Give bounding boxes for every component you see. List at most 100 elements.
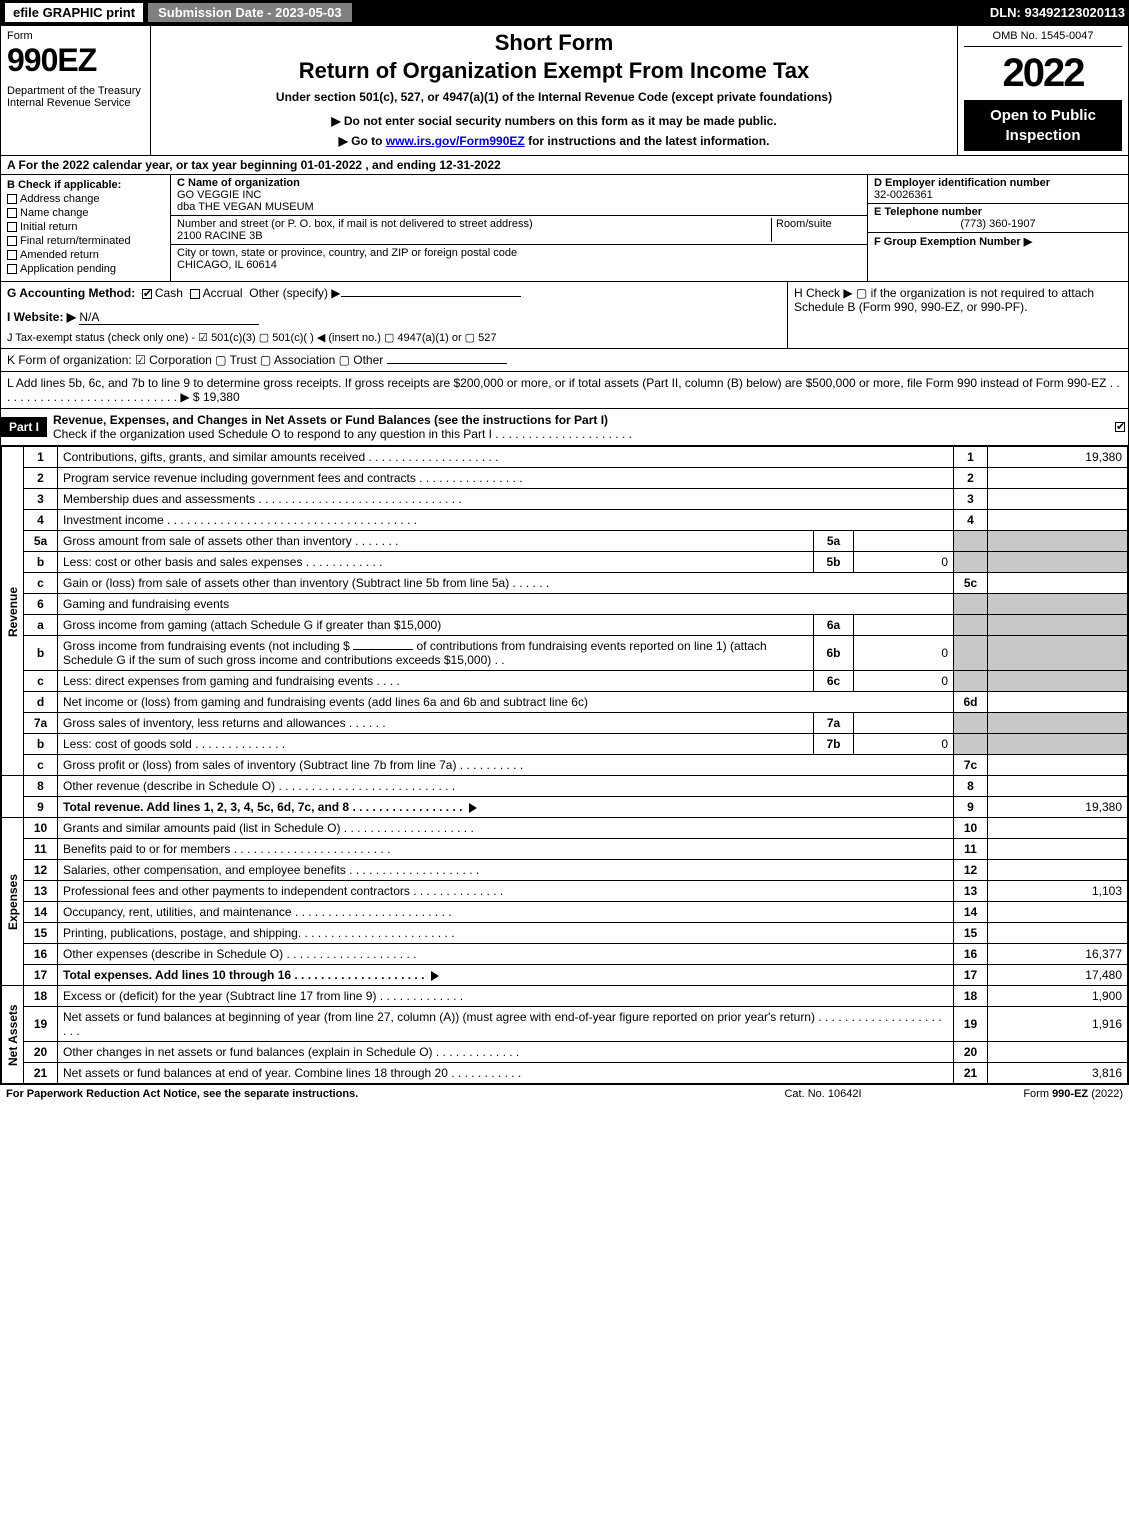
org-dba: dba THE VEGAN MUSEUM — [177, 201, 314, 213]
line-16: 16Other expenses (describe in Schedule O… — [2, 944, 1128, 965]
submission-date-label: Submission Date - 2023-05-03 — [148, 3, 352, 22]
subtitle-section: Under section 501(c), 527, or 4947(a)(1)… — [157, 90, 951, 104]
l-row: L Add lines 5b, 6c, and 7b to line 9 to … — [1, 372, 1128, 409]
website-value: N/A — [79, 310, 259, 325]
part-i-check[interactable] — [1115, 422, 1125, 432]
ck-initial-return[interactable]: Initial return — [7, 221, 164, 233]
line-2: 2Program service revenue including gover… — [2, 468, 1128, 489]
line-10: Expenses 10Grants and similar amounts pa… — [2, 818, 1128, 839]
subtitle-ssn: ▶ Do not enter social security numbers o… — [157, 114, 951, 128]
row-a: A For the 2022 calendar year, or tax yea… — [1, 156, 1128, 175]
revenue-label: Revenue — [2, 447, 24, 776]
line-8: 8Other revenue (describe in Schedule O) … — [2, 776, 1128, 797]
expenses-label: Expenses — [2, 818, 24, 986]
line-7a: 7aGross sales of inventory, less returns… — [2, 713, 1128, 734]
line-6a: aGross income from gaming (attach Schedu… — [2, 615, 1128, 636]
dln-label: DLN: 93492123020113 — [990, 5, 1125, 20]
ein-value: 32-0026361 — [874, 189, 933, 201]
line-6b: bGross income from fundraising events (n… — [2, 636, 1128, 671]
c-label: C Name of organization — [177, 177, 300, 189]
line-5b: bLess: cost or other basis and sales exp… — [2, 552, 1128, 573]
gh-row: G Accounting Method: Cash Accrual Other … — [1, 282, 1128, 349]
line-5a: 5aGross amount from sale of assets other… — [2, 531, 1128, 552]
line-4: 4Investment income . . . . . . . . . . .… — [2, 510, 1128, 531]
efile-print-button[interactable]: efile GRAPHIC print — [4, 2, 144, 23]
form-word: Form — [7, 30, 144, 42]
irs-link[interactable]: www.irs.gov/Form990EZ — [386, 134, 525, 148]
top-bar: efile GRAPHIC print Submission Date - 20… — [0, 0, 1129, 25]
i-label: I Website: ▶ — [7, 310, 76, 324]
footer-catno: Cat. No. 10642I — [723, 1088, 923, 1100]
line-11: 11Benefits paid to or for members . . . … — [2, 839, 1128, 860]
part-i-sub: Check if the organization used Schedule … — [53, 427, 632, 441]
line-15: 15Printing, publications, postage, and s… — [2, 923, 1128, 944]
col-de: D Employer identification number32-00263… — [868, 175, 1128, 281]
city-label: City or town, state or province, country… — [177, 247, 517, 259]
footer-left: For Paperwork Reduction Act Notice, see … — [6, 1088, 723, 1100]
form-container: Form 990EZ Department of the Treasury In… — [0, 25, 1129, 1085]
line-6d: dNet income or (loss) from gaming and fu… — [2, 692, 1128, 713]
line-6c: cLess: direct expenses from gaming and f… — [2, 671, 1128, 692]
k-row: K Form of organization: ☑ Corporation ▢ … — [1, 349, 1128, 372]
other-specify-line — [341, 296, 521, 297]
tax-year: 2022 — [964, 51, 1122, 96]
h-row: H Check ▶ ▢ if the organization is not r… — [788, 282, 1128, 348]
col-c: C Name of organization GO VEGGIE INC dba… — [171, 175, 868, 281]
ck-application-pending[interactable]: Application pending — [7, 263, 164, 275]
form-header: Form 990EZ Department of the Treasury In… — [1, 26, 1128, 156]
form-number: 990EZ — [7, 42, 144, 79]
ck-final-return[interactable]: Final return/terminated — [7, 235, 164, 247]
ck-accrual[interactable] — [190, 289, 200, 299]
g-row: G Accounting Method: Cash Accrual Other … — [1, 282, 788, 348]
j-row: J Tax-exempt status (check only one) - ☑… — [7, 331, 781, 344]
title-return: Return of Organization Exempt From Incom… — [157, 58, 951, 84]
ck-address-change[interactable]: Address change — [7, 193, 164, 205]
room-label: Room/suite — [776, 218, 832, 230]
org-name: GO VEGGIE INC — [177, 189, 261, 201]
line-12: 12Salaries, other compensation, and empl… — [2, 860, 1128, 881]
k-other-line — [387, 363, 507, 364]
netassets-label: Net Assets — [2, 986, 24, 1084]
title-short-form: Short Form — [157, 30, 951, 56]
l-value: 19,380 — [203, 390, 240, 404]
footer-right: Form 990-EZ (2022) — [923, 1088, 1123, 1100]
omb-label: OMB No. 1545-0047 — [964, 30, 1122, 47]
line-9: 9Total revenue. Add lines 1, 2, 3, 4, 5c… — [2, 797, 1128, 818]
line-17: 17Total expenses. Add lines 10 through 1… — [2, 965, 1128, 986]
street-label: Number and street (or P. O. box, if mail… — [177, 218, 533, 230]
line-18: Net Assets 18Excess or (deficit) for the… — [2, 986, 1128, 1007]
year-block: OMB No. 1545-0047 2022 Open to Public In… — [958, 26, 1128, 155]
arrow-icon — [431, 971, 439, 981]
subtitle-goto: ▶ Go to www.irs.gov/Form990EZ for instru… — [157, 134, 951, 148]
part-i-title: Revenue, Expenses, and Changes in Net As… — [53, 413, 608, 427]
ck-cash[interactable] — [142, 289, 152, 299]
line-1: Revenue 1Contributions, gifts, grants, a… — [2, 447, 1128, 468]
city-value: CHICAGO, IL 60614 — [177, 259, 277, 271]
col-cde: C Name of organization GO VEGGIE INC dba… — [171, 175, 1128, 281]
ck-name-change[interactable]: Name change — [7, 207, 164, 219]
line-7b: bLess: cost of goods sold . . . . . . . … — [2, 734, 1128, 755]
title-block: Short Form Return of Organization Exempt… — [151, 26, 958, 155]
street-value: 2100 RACINE 3B — [177, 230, 263, 242]
line-13: 13Professional fees and other payments t… — [2, 881, 1128, 902]
g-label: G Accounting Method: — [7, 286, 135, 300]
inspection-badge: Open to Public Inspection — [964, 100, 1122, 151]
line-5c: cGain or (loss) from sale of assets othe… — [2, 573, 1128, 594]
page-footer: For Paperwork Reduction Act Notice, see … — [0, 1085, 1129, 1103]
line-19: 19Net assets or fund balances at beginni… — [2, 1007, 1128, 1042]
line-21: 21Net assets or fund balances at end of … — [2, 1063, 1128, 1084]
line-3: 3Membership dues and assessments . . . .… — [2, 489, 1128, 510]
line-14: 14Occupancy, rent, utilities, and mainte… — [2, 902, 1128, 923]
f-label: F Group Exemption Number ▶ — [874, 236, 1032, 248]
line-20: 20Other changes in net assets or fund ba… — [2, 1042, 1128, 1063]
line-6: 6Gaming and fundraising events — [2, 594, 1128, 615]
lines-table: Revenue 1Contributions, gifts, grants, a… — [1, 446, 1128, 1084]
col-b: B Check if applicable: Address change Na… — [1, 175, 171, 281]
d-label: D Employer identification number — [874, 177, 1050, 189]
goto-pre: ▶ Go to — [339, 134, 386, 148]
goto-post: for instructions and the latest informat… — [525, 134, 770, 148]
line-7c: cGross profit or (loss) from sales of in… — [2, 755, 1128, 776]
part-i-header: Part I Revenue, Expenses, and Changes in… — [1, 409, 1128, 446]
ck-amended-return[interactable]: Amended return — [7, 249, 164, 261]
entity-info: B Check if applicable: Address change Na… — [1, 175, 1128, 282]
